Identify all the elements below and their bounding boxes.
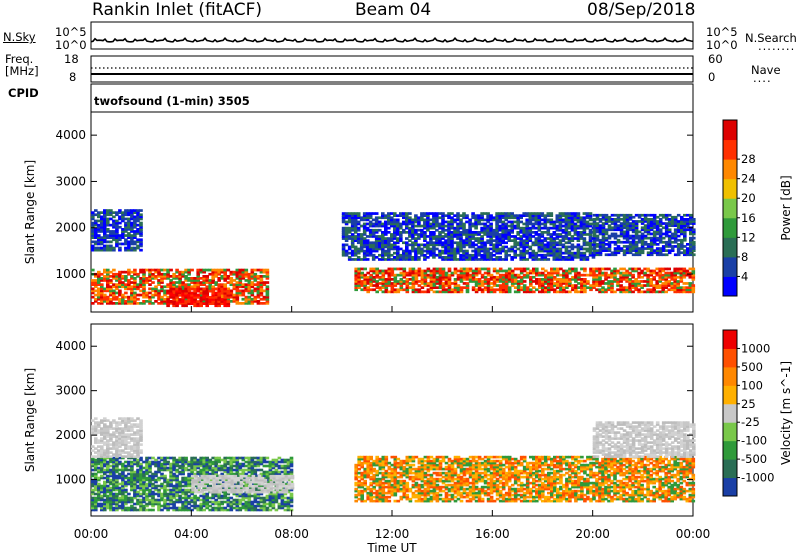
colorbar-1-tick-label-3: 12 [741,230,756,244]
cpid-label: CPID [8,86,39,100]
heatmap-xlabel: Time UT [366,541,417,554]
heatmap-1-ytick-label-4: 4000 [55,128,86,142]
heatmap-2-ytick-label-1: 1000 [55,473,86,487]
colorbar-2-tick-label-7: -500 [741,452,767,466]
nsky-top-tick: 10^5 [55,25,87,39]
heatmap-2-region-5 [592,421,696,458]
heatmap-xtick-label-5: 16:00 [475,527,510,541]
colorbar-1-swatch-9 [723,120,737,141]
colorbar-1-swatch-6 [723,178,737,199]
colorbar-2-tick-label-3: 100 [741,378,763,392]
heatmap-2-region-1 [91,456,294,512]
heatmap-1-region-4 [91,209,143,252]
nsky-bottom-tick: 10^0 [55,38,87,52]
colorbar-1-tick-label-7: 28 [741,152,756,166]
colorbar-1-label: Power [dB] [779,175,793,240]
colorbar-1-swatch-2 [723,256,737,277]
heatmap-2-ytick-label-4: 4000 [55,339,86,353]
colorbar-2-tick-label-2: 500 [741,360,763,374]
freq-top-tick: 18 [64,52,79,66]
colorbar-2-tick-label-5: -25 [741,415,760,429]
heatmap-2-ytick-label-3: 3000 [55,384,86,398]
heatmap-1-ylabel: Slant Range [km] [23,160,37,264]
freq-unit: [MHz] [5,64,39,78]
colorbar-1-swatch-5 [723,198,737,219]
freq-bottom-tick: 8 [69,70,77,84]
heatmap-2-region-4 [91,417,143,458]
program-label: twofsound (1-min) 3505 [94,94,250,108]
colorbar-1-tick-label-5: 20 [741,191,756,205]
heatmap-2-ytick-label-2: 2000 [55,428,86,442]
colorbar-2-swatch-2 [723,459,737,479]
nsky-label: N.Sky [3,30,36,44]
colorbar-1-tick-label-1: 4 [741,269,748,283]
heatmap-1-region-6 [592,213,696,257]
heatmap-xtick-label-6: 20:00 [575,527,610,541]
colorbar-2-tick-label-8: -1000 [741,471,774,485]
nave-dots: .... [753,71,772,85]
colorbar-2-swatch-9 [723,330,737,349]
heatmap-1-region-2 [166,287,231,308]
colorbar-2-swatch-4 [723,422,737,442]
colorbar-1-swatch-1 [723,276,737,297]
colorbar-1-swatch-7 [723,159,737,180]
colorbar-1-frame [722,119,738,297]
colorbar-1-swatch-8 [723,139,737,160]
freq-panel-frame [90,55,694,83]
colorbar-2-swatch-5 [723,403,737,423]
colorbar-1-tick-label-2: 8 [741,250,748,264]
colorbar-2-frame [722,329,738,497]
colorbar-1-swatch-4 [723,217,737,238]
nsearch-bottom-tick: 10^0 [706,38,738,52]
heatmap-2-region-3 [354,455,696,503]
colorbar-2-tick-label-6: -100 [741,434,767,448]
heatmap-xtick-label-3: 08:00 [274,527,309,541]
colorbar-2-tick-label-1: 1000 [741,341,770,355]
nsearch-top-tick: 10^5 [706,25,738,39]
heatmap-2-region-2 [191,474,295,494]
heatmap-1-ytick-label-3: 3000 [55,174,86,188]
heatmap-1-region-3 [354,267,696,294]
colorbar-1-tick-label-4: 16 [741,211,756,225]
heatmap-xtick-label-7: 00:00 [676,527,711,541]
station-title: Rankin Inlet (fitACF) [92,0,263,20]
heatmap-1-region-5 [341,212,596,261]
nave-label: Nave [751,63,781,77]
colorbar-2-swatch-7 [723,366,737,386]
colorbar-2-swatch-8 [723,348,737,368]
colorbar-2-swatch-1 [723,477,737,497]
nsky-panel-frame [90,21,694,50]
freq-label: Freq. [5,52,34,66]
heatmap-2-ylabel: Slant Range [km] [23,368,37,472]
colorbar-2-label: Velocity [m s^-1] [779,361,793,465]
colorbar-2-tick-label-4: 25 [741,397,756,411]
heatmap-1-ytick-label-2: 2000 [55,221,86,235]
nave-bottom-tick: 0 [708,70,716,84]
heatmap-xtick-label-1: 00:00 [74,527,109,541]
colorbar-2-swatch-3 [723,440,737,460]
nsearch-dots: ........ [758,39,796,53]
colorbar-1-tick-label-6: 24 [741,172,756,186]
colorbar-2-swatch-6 [723,385,737,405]
heatmap-1-ytick-label-1: 1000 [55,267,86,281]
nsky-trace [90,37,694,43]
date-title: 08/Sep/2018 [587,0,696,20]
beam-title: Beam 04 [355,0,432,20]
colorbar-1-swatch-3 [723,237,737,258]
nsearch-label: N.Search [745,31,797,45]
heatmap-xtick-label-4: 12:00 [375,527,410,541]
nave-top-tick: 60 [708,52,723,66]
heatmap-xtick-label-2: 04:00 [174,527,209,541]
